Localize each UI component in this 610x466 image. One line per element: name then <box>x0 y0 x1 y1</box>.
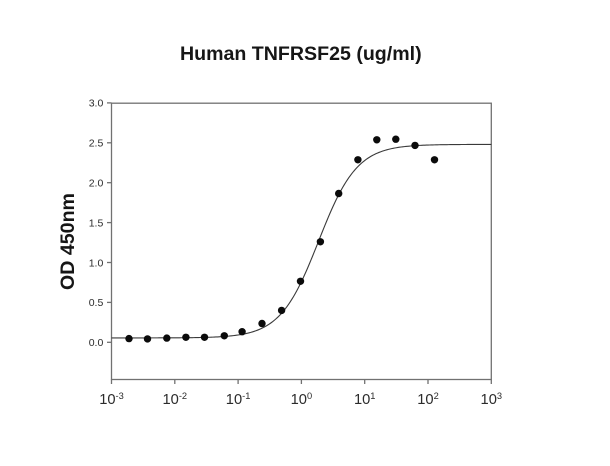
svg-text:2.0: 2.0 <box>89 178 104 190</box>
svg-text:3.0: 3.0 <box>89 98 104 110</box>
svg-text:1.0: 1.0 <box>89 257 104 269</box>
svg-text:Human TNFRSF25 (ug/ml): Human TNFRSF25 (ug/ml) <box>180 43 422 65</box>
svg-text:2.5: 2.5 <box>89 138 104 150</box>
svg-text:1.5: 1.5 <box>89 217 104 229</box>
svg-text:101: 101 <box>354 391 376 408</box>
svg-text:100: 100 <box>291 391 313 408</box>
svg-text:103: 103 <box>481 391 503 408</box>
svg-text:0.0: 0.0 <box>89 337 104 349</box>
svg-text:102: 102 <box>417 391 439 408</box>
svg-text:OD 450nm: OD 450nm <box>57 193 79 290</box>
svg-text:0.5: 0.5 <box>89 297 104 309</box>
